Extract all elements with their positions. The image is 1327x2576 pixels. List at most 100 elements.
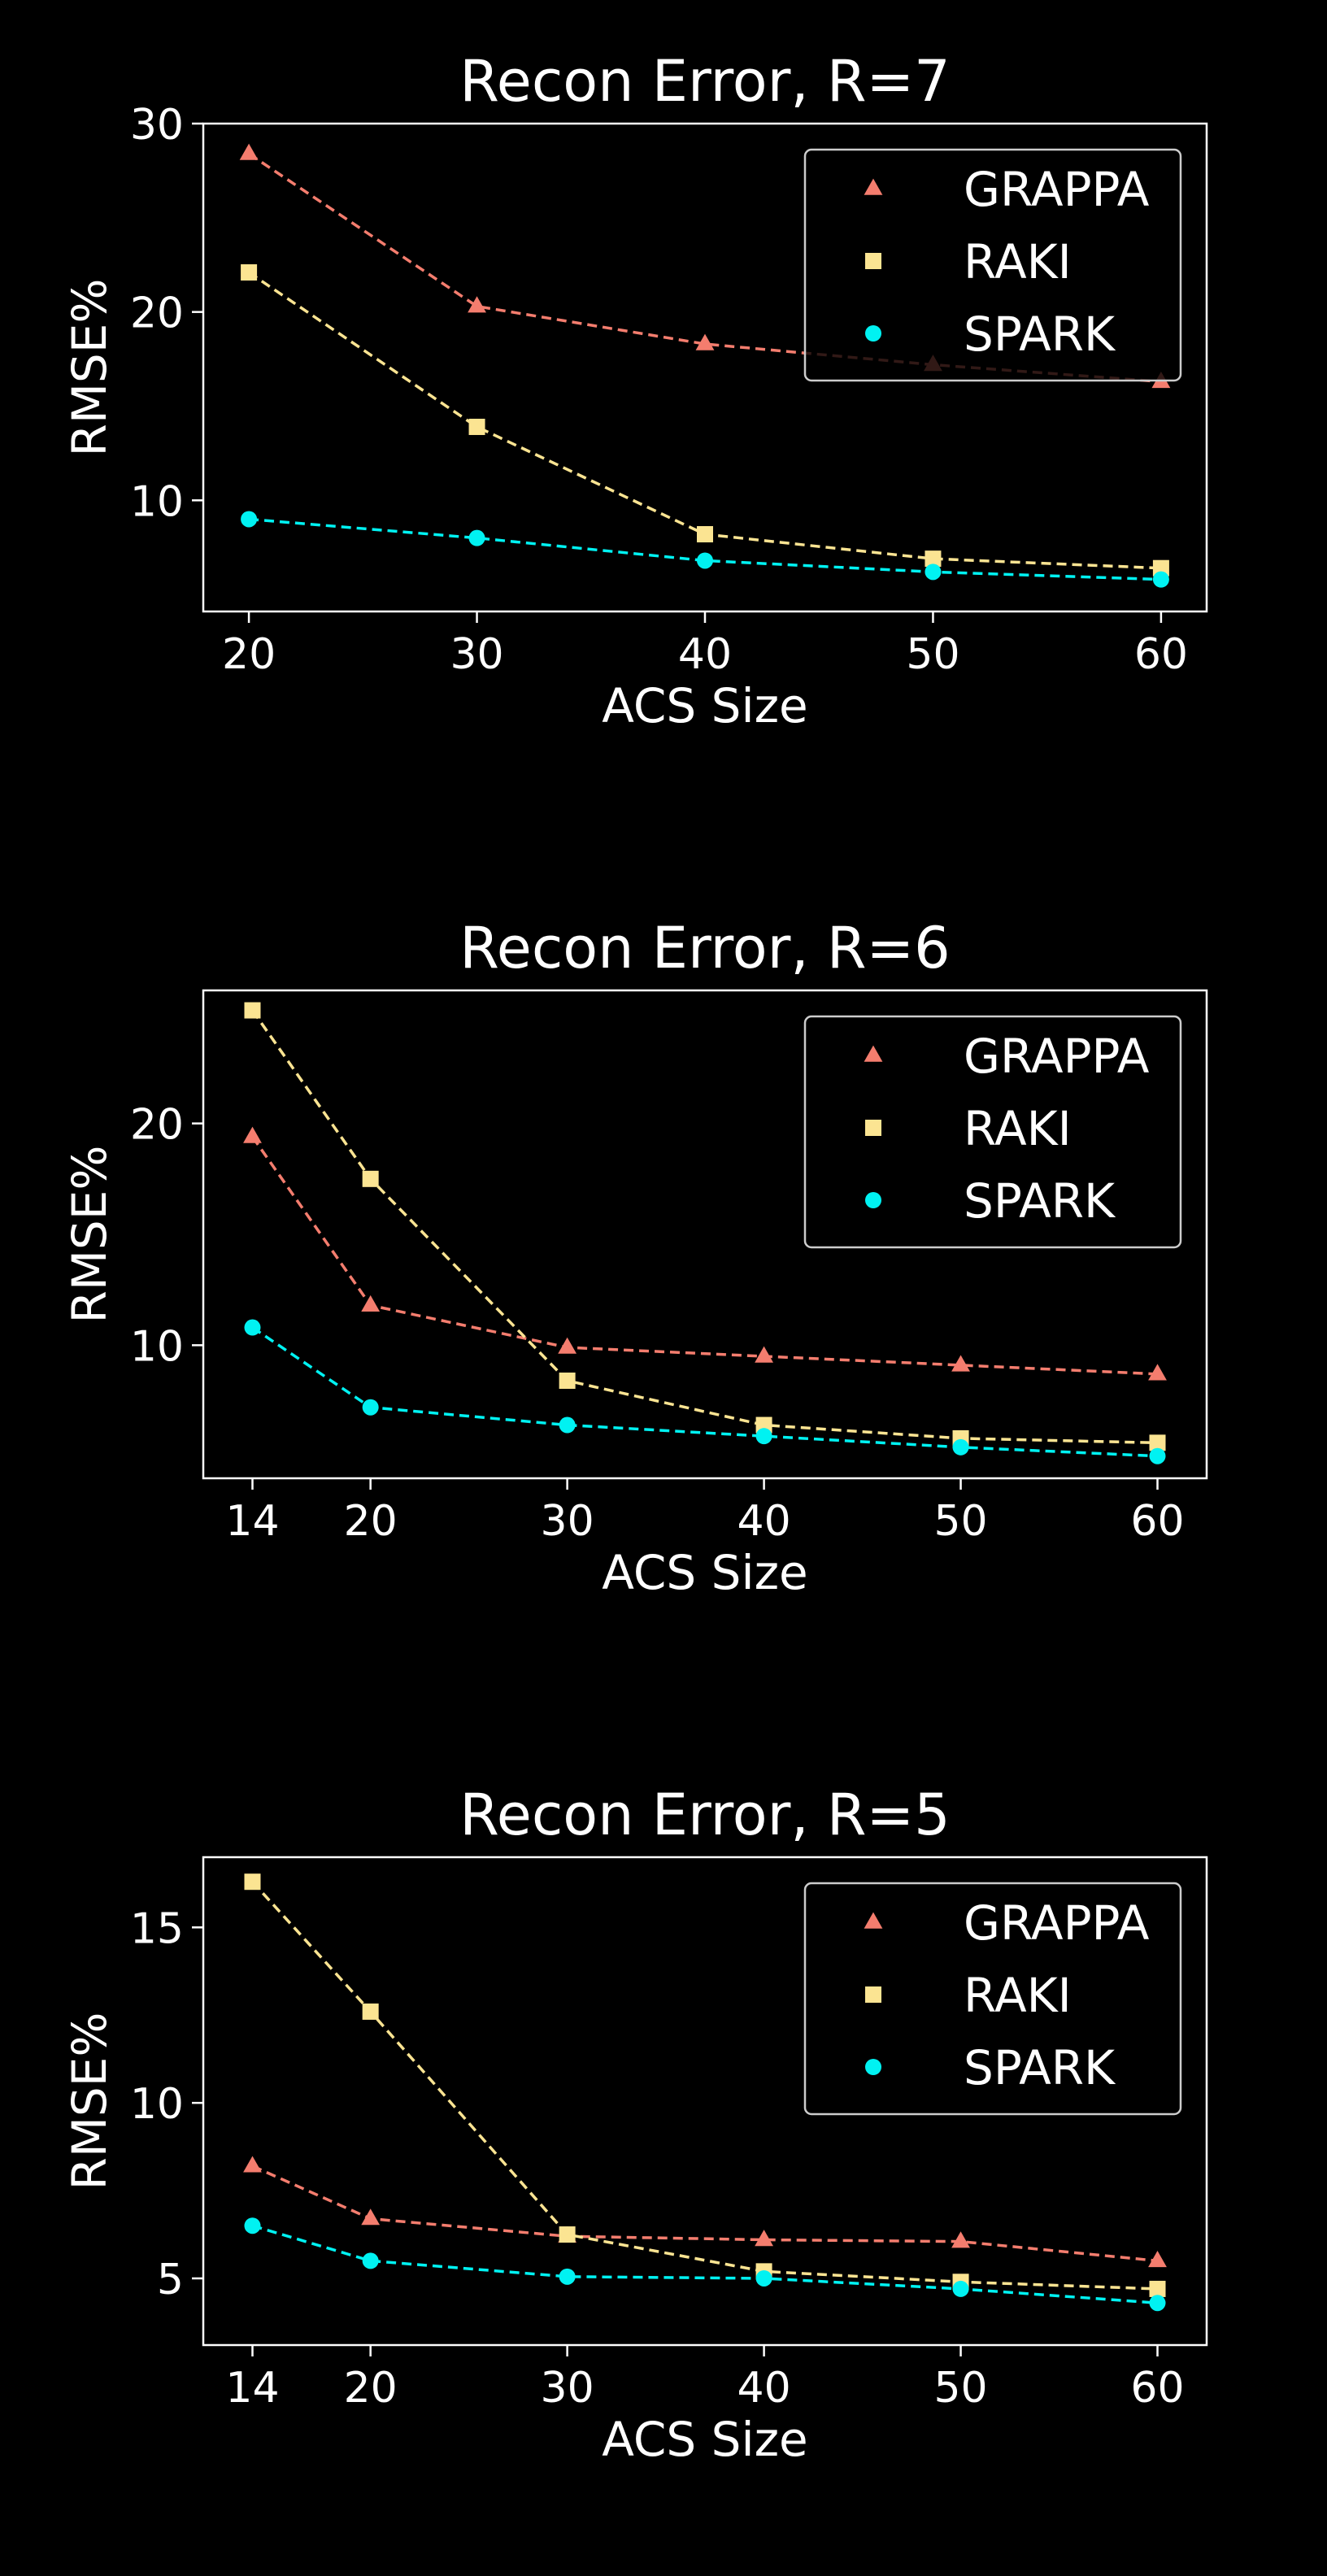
series-line-spark — [251, 2224, 1158, 2304]
y-tick-label: 10 — [130, 477, 184, 526]
data-point-grappa-5 — [951, 1355, 970, 1372]
y-tick-label: 30 — [130, 101, 184, 150]
data-point-grappa-6 — [1148, 1364, 1167, 1381]
data-point-spark-5 — [952, 1438, 969, 1456]
data-point-grappa-1 — [239, 143, 259, 160]
data-point-spark-4 — [925, 564, 942, 581]
x-tick-label: 40 — [737, 2364, 791, 2413]
x-tick-label: 40 — [737, 1497, 791, 1546]
data-point-raki-1 — [244, 1002, 261, 1019]
data-point-grappa-2 — [468, 296, 486, 313]
data-point-grappa-1 — [243, 2156, 262, 2173]
data-point-raki-3 — [559, 2226, 576, 2243]
x-tick-label: 30 — [450, 630, 503, 679]
x-axis-label: ACS Size — [602, 678, 807, 733]
data-point-grappa-6 — [1148, 2251, 1167, 2268]
data-point-spark-3 — [559, 1416, 576, 1434]
chart-panel-2: Recon Error, R=6 14 20 30 40 50 60 10 20 ACS Size… — [62, 915, 1208, 1600]
legend: GRAPPA RAKI SPARK — [803, 1015, 1182, 1249]
x-tick-label: 60 — [1134, 630, 1188, 679]
legend-marker-raki — [865, 253, 881, 269]
x-tick-label: 20 — [344, 2364, 398, 2413]
legend-label-grappa: GRAPPA — [964, 162, 1150, 217]
data-point-grappa-5 — [951, 2231, 970, 2248]
y-tick-label: 5 — [157, 2256, 184, 2304]
data-point-spark-3 — [559, 2268, 576, 2285]
x-tick-label: 60 — [1130, 2364, 1184, 2413]
data-point-raki-2 — [468, 418, 485, 435]
data-point-spark-3 — [697, 552, 713, 569]
legend-marker-raki — [865, 1120, 881, 1136]
data-point-spark-6 — [1149, 2295, 1166, 2312]
legend-label-spark: SPARK — [964, 1173, 1116, 1229]
data-point-spark-4 — [755, 2269, 772, 2287]
data-point-spark-2 — [468, 529, 485, 546]
data-point-raki-4 — [925, 550, 942, 568]
legend-box — [803, 1015, 1182, 1249]
series-line-grappa — [251, 1135, 1158, 1376]
data-point-grappa-3 — [695, 333, 715, 350]
legend-marker-spark — [865, 325, 881, 342]
legend-marker-spark — [865, 2059, 881, 2075]
legend-label-raki: RAKI — [964, 1101, 1072, 1156]
legend-box — [803, 1882, 1182, 2116]
chart-panel-1: Recon Error, R=7 20 30 40 50 60 10 20 30 ACS Size… — [62, 48, 1208, 733]
chart-title: Recon Error, R=5 — [459, 1782, 950, 1848]
data-point-raki-1 — [244, 1873, 261, 1891]
data-point-spark-4 — [755, 1428, 772, 1445]
data-point-spark-1 — [241, 511, 258, 528]
data-point-raki-6 — [1149, 2280, 1166, 2297]
y-axis-label: RMSE% — [62, 1146, 117, 1324]
series-line-spark — [251, 1326, 1158, 1458]
data-point-grappa-4 — [755, 2230, 773, 2247]
data-point-grappa-4 — [755, 1346, 773, 1363]
series-line-spark — [248, 517, 1161, 581]
data-point-spark-5 — [1152, 571, 1169, 588]
series-line-grappa — [251, 2165, 1158, 2263]
series-line-raki — [251, 1881, 1158, 2291]
data-point-spark-2 — [362, 1399, 379, 1416]
data-point-spark-1 — [244, 2217, 261, 2234]
legend-box — [803, 148, 1182, 382]
legend-marker-spark — [865, 1192, 881, 1208]
data-point-spark-1 — [244, 1319, 261, 1336]
y-tick-label: 20 — [130, 1101, 184, 1150]
x-tick-label: 14 — [225, 2364, 279, 2413]
legend-label-grappa: GRAPPA — [964, 1029, 1150, 1084]
legend-marker-grappa — [864, 1912, 883, 1929]
axes-frame — [202, 1856, 1208, 2347]
y-tick-label: 10 — [130, 2080, 184, 2129]
data-point-raki-3 — [559, 1373, 576, 1389]
x-tick-label: 20 — [344, 1497, 398, 1546]
y-axis-label: RMSE% — [62, 279, 117, 457]
data-point-raki-2 — [362, 1170, 379, 1187]
data-point-raki-5 — [1152, 559, 1169, 577]
x-tick-label: 20 — [222, 630, 276, 679]
legend: GRAPPA RAKI SPARK — [803, 1882, 1182, 2116]
x-tick-label: 50 — [906, 630, 959, 679]
x-tick-label: 40 — [678, 630, 732, 679]
axes-frame — [202, 989, 1208, 1480]
legend-marker-grappa — [864, 1045, 883, 1062]
y-tick-label: 10 — [130, 1322, 184, 1371]
y-axis-label: RMSE% — [62, 2012, 117, 2191]
y-tick-label: 20 — [130, 289, 184, 338]
x-tick-label: 60 — [1130, 1497, 1184, 1546]
legend-marker-raki — [865, 1986, 881, 2003]
legend-label-spark: SPARK — [964, 307, 1116, 362]
data-point-spark-2 — [362, 2252, 379, 2269]
data-point-grappa-2 — [361, 1295, 381, 1312]
data-point-raki-6 — [1149, 1434, 1166, 1451]
x-tick-label: 14 — [225, 1497, 279, 1546]
x-axis-label: ACS Size — [602, 2412, 807, 2467]
legend-marker-grappa — [864, 178, 883, 195]
legend: GRAPPA RAKI SPARK — [803, 148, 1182, 382]
legend-label-spark: SPARK — [964, 2040, 1116, 2095]
x-tick-label: 50 — [933, 2364, 987, 2413]
legend-label-raki: RAKI — [964, 234, 1072, 289]
x-axis-label: ACS Size — [602, 1545, 807, 1600]
series-line-raki — [251, 1009, 1158, 1445]
data-point-spark-6 — [1149, 1447, 1166, 1464]
x-tick-label: 50 — [933, 1497, 987, 1546]
